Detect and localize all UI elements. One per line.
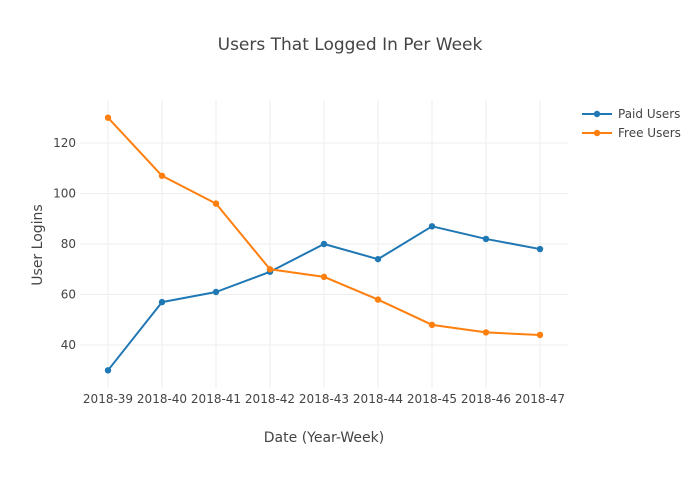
legend-item-1[interactable]: Paid Users: [582, 107, 680, 121]
grid: [80, 100, 568, 388]
legend-item-2[interactable]: Free Users: [582, 126, 681, 140]
data-point: [158, 298, 166, 306]
x-axis-ticks: 2018-39 2018-40 2018-41 2018-42 2018-43 2018-…: [83, 392, 565, 406]
data-point: [374, 255, 382, 263]
data-point: [104, 114, 112, 121]
data-point: [212, 200, 220, 207]
y-axis-title: User Logins: [30, 204, 46, 285]
x-tick-label: 2018-44: [353, 392, 403, 406]
series-2: [104, 114, 544, 339]
legend-marker: [593, 110, 601, 118]
x-tick-label: 2018-45: [407, 392, 457, 406]
data-point: [428, 223, 436, 230]
y-tick-label: 100: [53, 186, 76, 200]
data-point: [104, 367, 112, 374]
data-point: [428, 321, 436, 329]
data-point: [266, 266, 274, 273]
data-point: [536, 245, 544, 253]
data-point: [482, 235, 490, 243]
x-tick-label: 2018-43: [299, 392, 349, 406]
x-tick-label: 2018-47: [515, 392, 565, 406]
series-1: [104, 223, 544, 374]
legend-label: Free Users: [618, 126, 681, 140]
legend-marker: [593, 129, 601, 137]
data-point: [536, 331, 544, 339]
chart-title: Users That Logged In Per Week: [218, 35, 483, 55]
x-tick-label: 2018-42: [245, 392, 295, 406]
data-point: [482, 329, 490, 336]
data-point: [212, 288, 220, 296]
y-tick-label: 60: [61, 288, 76, 302]
data-point: [320, 240, 328, 248]
x-axis-title: Date (Year-Week): [264, 430, 384, 446]
x-tick-label: 2018-41: [191, 392, 241, 406]
data-point: [374, 296, 382, 303]
x-tick-label: 2018-46: [461, 392, 511, 406]
y-axis-ticks: 40 60 80 100 120: [53, 136, 76, 352]
y-tick-label: 80: [61, 237, 76, 251]
data-point: [320, 273, 328, 281]
legend[interactable]: Paid Users Free Users: [582, 107, 681, 140]
y-tick-label: 40: [61, 338, 76, 352]
x-tick-label: 2018-40: [137, 392, 187, 406]
series-group: [104, 114, 544, 374]
legend-label: Paid Users: [618, 107, 680, 121]
data-point: [158, 172, 166, 179]
x-tick-label: 2018-39: [83, 392, 133, 406]
y-tick-label: 120: [53, 136, 76, 150]
